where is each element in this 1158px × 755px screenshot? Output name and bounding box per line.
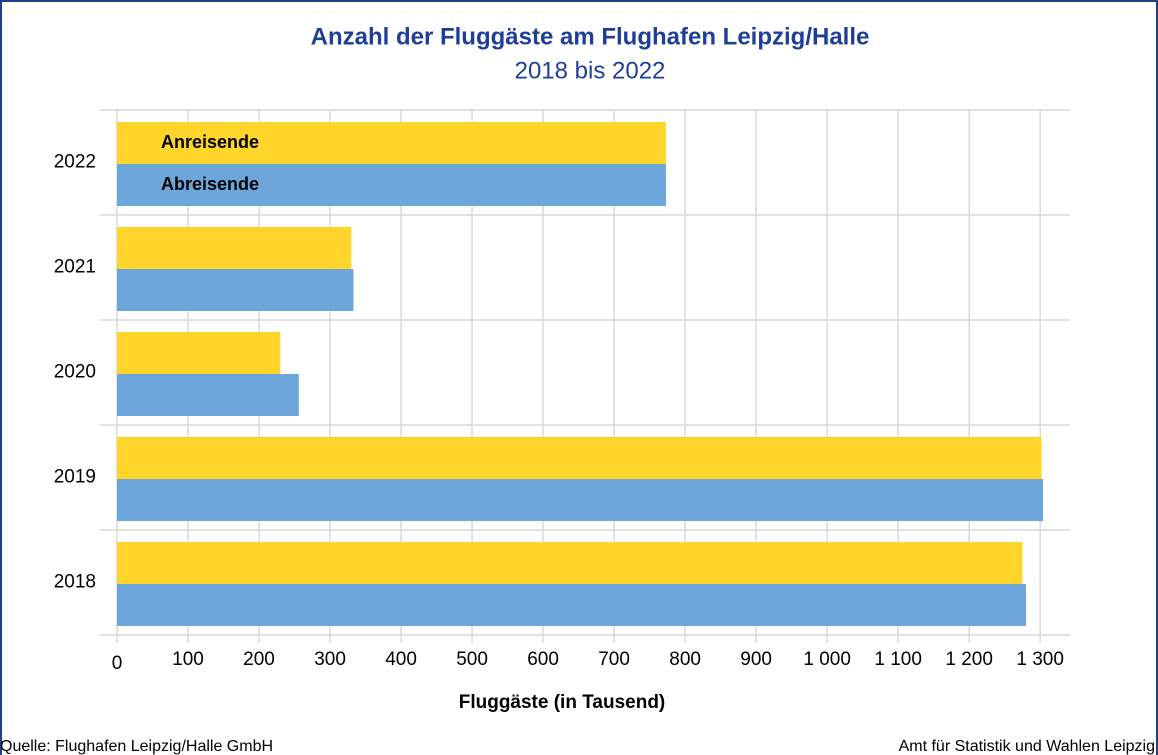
x-tick-label: 600: [527, 649, 559, 670]
x-axis-label: Fluggäste (in Tausend): [459, 692, 666, 713]
x-tick-label: 300: [314, 649, 346, 670]
y-tick-label: 2019: [54, 467, 96, 488]
bar: [117, 164, 666, 206]
source: Quelle: Flughafen Leipzig/Halle GmbH: [0, 738, 273, 755]
credit: Amt für Statistik und Wahlen Leipzig: [899, 738, 1155, 755]
x-tick-label: 1 000: [803, 649, 851, 670]
x-tick-label: 1 300: [1016, 649, 1064, 670]
bar: [117, 227, 352, 269]
y-tick-label: 2018: [54, 572, 96, 593]
x-tick-label: 1 200: [945, 649, 993, 670]
bar: [117, 269, 354, 311]
x-tick-label: 1 100: [874, 649, 922, 670]
bar: [117, 122, 666, 164]
chart-subtitle: 2018 bis 2022: [515, 57, 666, 84]
x-tick-label: 800: [669, 649, 701, 670]
bar: [117, 479, 1044, 521]
y-tick-label: 2022: [54, 152, 96, 173]
bar: [117, 584, 1026, 626]
x-tick-label: 700: [598, 649, 630, 670]
bar: [117, 542, 1023, 584]
x-tick-label: 200: [243, 649, 275, 670]
bar: [117, 374, 299, 416]
y-tick-label: 2021: [54, 257, 96, 278]
chart-title: Anzahl der Fluggäste am Flughafen Leipzi…: [311, 23, 870, 50]
x-tick-label: 0: [112, 653, 123, 674]
bar: [117, 332, 281, 374]
legend-label: Anreisende: [161, 132, 259, 152]
x-tick-label: 500: [456, 649, 488, 670]
x-tick-label: 900: [740, 649, 772, 670]
x-tick-label: 400: [385, 649, 417, 670]
y-tick-label: 2020: [54, 362, 96, 383]
legend-label: Abreisende: [161, 174, 259, 194]
bar: [117, 437, 1042, 479]
x-tick-label: 100: [172, 649, 204, 670]
